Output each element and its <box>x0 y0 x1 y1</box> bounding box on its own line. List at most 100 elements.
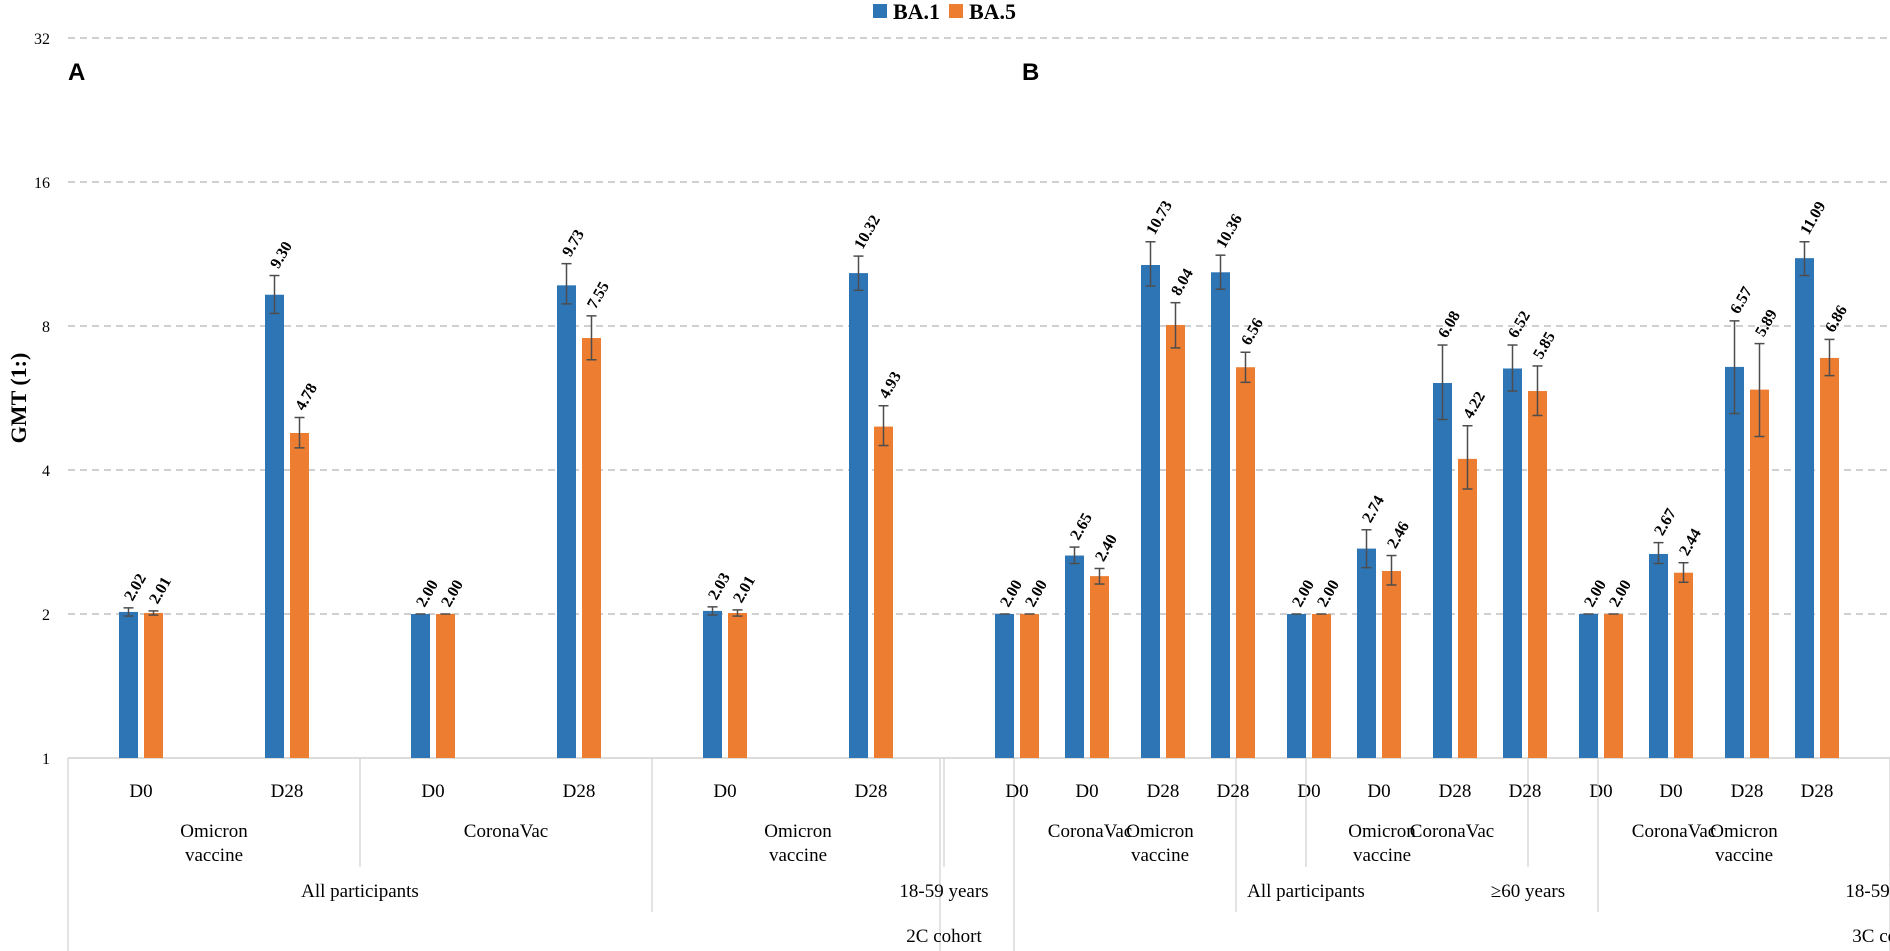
x-label-vaccine: CoronaVac <box>1410 821 1494 842</box>
bar-ba5 <box>582 338 601 758</box>
x-label-time: D0 <box>1075 781 1098 802</box>
x-label-time: D28 <box>1731 781 1764 802</box>
data-label-ba1: 2.67 <box>1651 506 1680 539</box>
data-label-ba1: 11.09 <box>1797 199 1829 238</box>
x-label-vaccine: vaccine <box>185 845 243 866</box>
y-tick-label: 8 <box>42 319 50 336</box>
x-label-time: D28 <box>271 781 304 802</box>
bar-ba1 <box>265 294 284 758</box>
legend-label-ba1: BA.1 <box>893 0 940 24</box>
bar-ba1 <box>849 273 868 758</box>
bar-ba1 <box>411 614 430 758</box>
bar-ba5 <box>1674 572 1693 758</box>
x-label-time: D28 <box>855 781 888 802</box>
bar-ba5 <box>144 612 163 758</box>
data-label-ba1: 9.73 <box>559 227 588 260</box>
bar-ba1 <box>557 285 576 758</box>
data-label-ba5: 8.04 <box>1168 266 1197 299</box>
bar-ba5 <box>1604 614 1623 758</box>
bar-ba1 <box>1649 553 1668 758</box>
x-label-time: D0 <box>1005 781 1028 802</box>
x-label-age: 18-59 years <box>1845 881 1890 902</box>
data-label-ba5: 2.00 <box>438 577 467 610</box>
x-label-time: D0 <box>1297 781 1320 802</box>
x-label-vaccine: Omicron <box>180 821 248 842</box>
x-label-vaccine: vaccine <box>769 845 827 866</box>
x-label-time: D28 <box>1439 781 1472 802</box>
data-label-ba1: 6.08 <box>1435 308 1464 341</box>
x-label-time: D28 <box>1801 781 1834 802</box>
data-label-ba1: 2.00 <box>413 577 442 610</box>
data-label-ba1: 6.57 <box>1727 284 1756 317</box>
data-label-ba1: 2.00 <box>997 577 1026 610</box>
data-label-ba1: 2.00 <box>1289 577 1318 610</box>
x-label-vaccine: CoronaVac <box>464 821 548 842</box>
data-label-ba5: 7.55 <box>584 279 613 312</box>
bar-ba5 <box>1458 458 1477 758</box>
y-axis-title: GMT (1:) <box>6 353 31 444</box>
x-label-age: 18-59 years <box>899 881 988 902</box>
data-label-ba1: 10.73 <box>1143 198 1176 238</box>
bar-ba5 <box>436 614 455 758</box>
data-label-ba5: 6.86 <box>1822 303 1851 336</box>
bar-ba1 <box>703 610 722 758</box>
x-label-time: D28 <box>1147 781 1180 802</box>
bar-ba1 <box>1503 368 1522 758</box>
data-label-ba5: 2.00 <box>1314 577 1343 610</box>
data-label-ba5: 2.00 <box>1022 577 1051 610</box>
x-label-time: D28 <box>1217 781 1250 802</box>
panel-label-A: A <box>68 59 85 86</box>
x-label-vaccine: vaccine <box>1353 845 1411 866</box>
data-label-ba5: 4.93 <box>876 369 905 402</box>
x-label-cohort: 2C cohort <box>906 926 982 947</box>
bar-ba5 <box>1020 614 1039 758</box>
bar-ba5 <box>1166 324 1185 758</box>
x-label-age: ≥60 years <box>1491 881 1565 902</box>
x-label-vaccine: Omicron <box>764 821 832 842</box>
y-tick-label: 32 <box>34 31 50 48</box>
x-label-vaccine: CoronaVac <box>1632 821 1716 842</box>
x-label-time: D0 <box>713 781 736 802</box>
bar-ba5 <box>1820 357 1839 758</box>
bar-ba1 <box>119 611 138 758</box>
data-label-ba1: 2.74 <box>1359 493 1388 526</box>
data-label-ba5: 2.01 <box>730 573 759 606</box>
y-tick-label: 2 <box>42 607 50 624</box>
data-label-ba5: 2.46 <box>1384 519 1413 552</box>
data-label-ba1: 10.36 <box>1213 211 1246 251</box>
data-label-ba1: 6.52 <box>1505 308 1534 341</box>
bar-ba5 <box>1090 576 1109 758</box>
x-label-time: D0 <box>421 781 444 802</box>
data-label-ba5: 2.44 <box>1676 526 1705 559</box>
y-tick-label: 4 <box>42 463 50 480</box>
x-label-time: D0 <box>1659 781 1682 802</box>
data-label-ba5: 4.22 <box>1460 389 1489 422</box>
data-label-ba5: 5.85 <box>1530 329 1559 362</box>
bar-ba5 <box>728 612 747 758</box>
x-label-time: D28 <box>563 781 596 802</box>
x-label-vaccine: Omicron <box>1126 821 1194 842</box>
x-label-cohort: 3C cohort <box>1852 926 1890 947</box>
bar-ba5 <box>1236 367 1255 758</box>
data-label-ba5: 5.89 <box>1752 307 1781 340</box>
data-label-ba5: 2.01 <box>146 574 175 607</box>
data-label-ba5: 4.78 <box>292 381 321 414</box>
data-label-ba5: 2.00 <box>1606 577 1635 610</box>
bar-ba5 <box>290 432 309 758</box>
x-label-time: D0 <box>1589 781 1612 802</box>
x-label-vaccine: Omicron <box>1348 821 1416 842</box>
data-label-ba5: 6.56 <box>1238 316 1267 349</box>
y-tick-label: 16 <box>34 175 50 192</box>
bar-ba1 <box>1211 272 1230 758</box>
x-label-age: All participants <box>301 881 419 902</box>
data-label-ba1: 2.00 <box>1581 577 1610 610</box>
bar-ba5 <box>1528 391 1547 758</box>
bar-ba1 <box>1725 366 1744 758</box>
bar-ba1 <box>1357 548 1376 758</box>
bar-ba1 <box>1065 555 1084 758</box>
x-label-time: D0 <box>1367 781 1390 802</box>
bar-ba5 <box>1750 389 1769 758</box>
legend-swatch-ba5 <box>949 4 963 18</box>
